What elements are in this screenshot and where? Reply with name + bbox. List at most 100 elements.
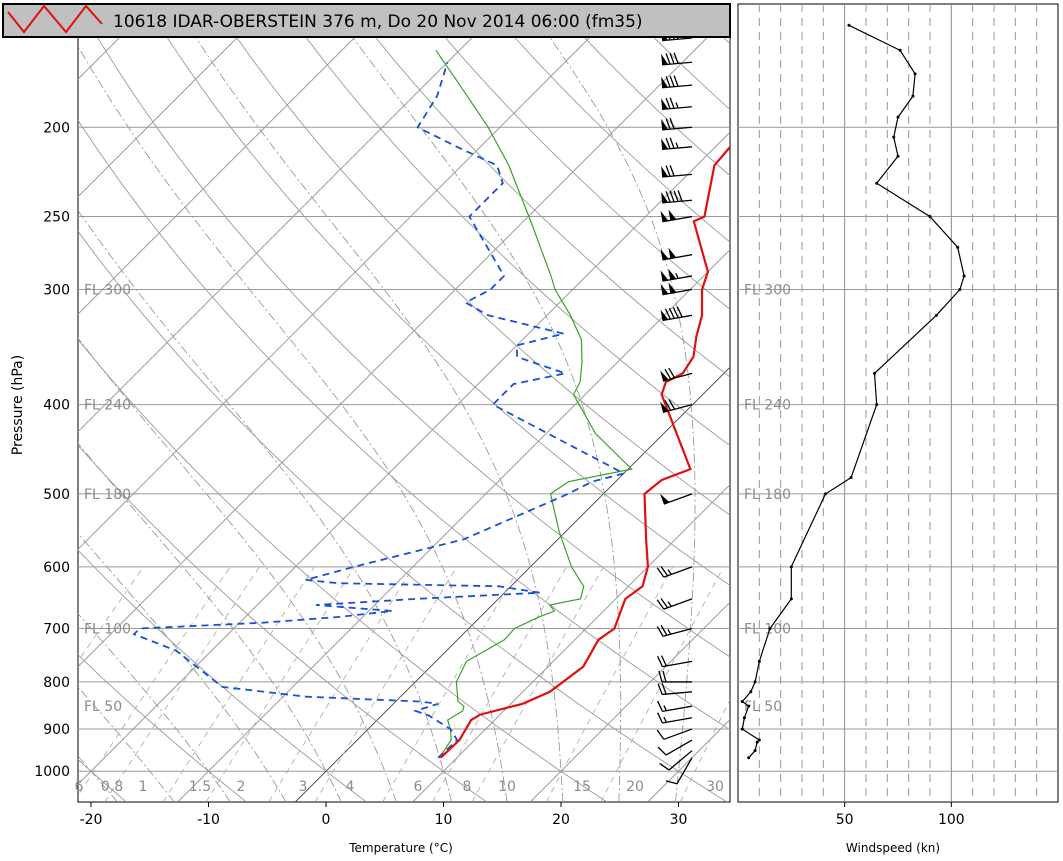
mixing-ratio-label: 8	[463, 779, 472, 795]
wind-barb	[656, 728, 693, 740]
mixing-ratio-line	[162, 566, 315, 802]
mixing-ratio-label: 2	[237, 779, 246, 795]
isotherm-line	[412, 484, 730, 802]
wind-barb	[657, 683, 693, 696]
mixing-ratio-label: 30	[706, 779, 724, 795]
dry-adiabat	[78, 654, 247, 802]
y-tick-label: 300	[43, 283, 70, 299]
windspeed-point	[768, 627, 772, 631]
wind-barb	[657, 712, 693, 724]
mixing-ratio-line	[205, 566, 355, 802]
dewpoint-profile-line	[132, 62, 627, 759]
wind-barbs	[656, 28, 693, 785]
windspeed-tick-labels: 50 100	[836, 802, 965, 828]
mixing-ratio-line	[104, 566, 260, 802]
x-axis-label: Temperature (°C)	[348, 841, 453, 855]
skewt-plot-area	[77, 3, 731, 803]
windspeed-point	[823, 492, 827, 496]
wind-barb	[665, 757, 693, 785]
moist-adiabat	[352, 38, 622, 802]
x-tick-label: 0	[322, 812, 331, 828]
windspeed-point	[757, 659, 761, 663]
isotherm-line	[78, 38, 355, 315]
dry-adiabat	[78, 119, 730, 731]
isotherm-line	[529, 601, 730, 802]
isotherm-line	[78, 38, 590, 550]
flight-level-label: FL 240	[84, 398, 131, 414]
chart-title: 10618 IDAR-OBERSTEIN 376 m, Do 20 Nov 20…	[113, 12, 643, 32]
mixing-ratio-line	[78, 566, 144, 662]
parcel-profile-line	[435, 49, 633, 759]
windspeed-point	[789, 597, 793, 601]
wind-barb	[661, 137, 693, 151]
windspeed-point	[956, 245, 960, 249]
windspeed-point	[747, 704, 751, 708]
y-tick-label: 600	[43, 560, 70, 576]
temperature-profile-line	[439, 145, 730, 759]
dry-adiabat	[445, 38, 730, 310]
wind-barb	[659, 750, 693, 771]
skewt-background-lines: FL 300 FL 240 FL 180 FL 100 FL 50	[78, 38, 730, 802]
mixing-ratio-label: 10	[498, 779, 516, 795]
wind-barb	[661, 75, 693, 89]
y-tick-label: 500	[43, 487, 70, 503]
windspeed-flight-level-label: FL 180	[744, 487, 791, 503]
wind-barb	[661, 97, 693, 111]
dry-adiabat	[78, 444, 488, 802]
windspeed-x-tick-label: 50	[836, 812, 854, 828]
dry-adiabat	[78, 549, 367, 802]
wind-barb	[657, 700, 693, 713]
wind-barb	[661, 190, 693, 204]
y-tick-label: 700	[43, 622, 70, 638]
windspeed-point	[755, 740, 759, 744]
isotherm-line	[294, 366, 730, 802]
y-tick-label: 250	[43, 210, 70, 226]
windspeed-profile	[740, 23, 966, 760]
x-tick-label: 10	[435, 812, 453, 828]
x-tick-label: -20	[80, 812, 103, 828]
mixing-ratio-label: 15	[573, 779, 591, 795]
windspeed-point	[847, 23, 851, 27]
windspeed-point	[962, 274, 966, 278]
windspeed-point	[896, 115, 900, 119]
moist-adiabat	[78, 442, 342, 802]
windspeed-point	[958, 288, 962, 292]
wind-barb	[660, 367, 693, 382]
mixing-ratio-line	[679, 699, 730, 802]
windspeed-point	[742, 716, 746, 720]
moist-adiabat	[195, 38, 564, 802]
windspeed-point	[898, 48, 902, 52]
windspeed-point	[928, 215, 932, 219]
mixing-ratio-label: 20	[626, 779, 644, 795]
flight-level-label: FL 50	[84, 699, 122, 715]
flight-level-label: FL 300	[84, 283, 131, 299]
flight-level-label: FL 180	[84, 487, 131, 503]
windspeed-flight-level-label: FL 300	[744, 283, 791, 299]
wind-barb	[660, 247, 693, 261]
mixing-ratio-line	[268, 566, 414, 802]
moist-adiabat	[78, 613, 231, 802]
dry-adiabat	[167, 38, 730, 586]
windspeed-point	[875, 403, 879, 407]
wind-barb	[660, 209, 693, 223]
windspeed-point	[757, 738, 761, 742]
y-tick-label: 800	[43, 675, 70, 691]
windspeed-point	[934, 313, 938, 317]
dry-adiabat	[375, 38, 730, 378]
wind-barb	[661, 52, 693, 66]
zigzag-logo-icon	[7, 4, 103, 34]
mixing-ratio-line	[78, 566, 231, 797]
wind-barb	[660, 268, 693, 282]
windspeed-grid: FL 300 FL 240 FL 180 FL 100 FL 50	[738, 4, 1058, 802]
wind-barb	[657, 739, 693, 756]
wind-barb	[658, 670, 692, 683]
mixing-ratio-label: 6	[414, 779, 423, 795]
mixing-ratio-label: 4	[346, 779, 355, 795]
windspeed-point	[873, 371, 877, 375]
wind-barb	[656, 598, 693, 610]
moist-adiabat	[78, 209, 453, 802]
windspeed-point	[911, 94, 915, 98]
mixing-ratio-label: 0.8	[101, 779, 123, 795]
mixing-ratio-line	[545, 566, 674, 802]
